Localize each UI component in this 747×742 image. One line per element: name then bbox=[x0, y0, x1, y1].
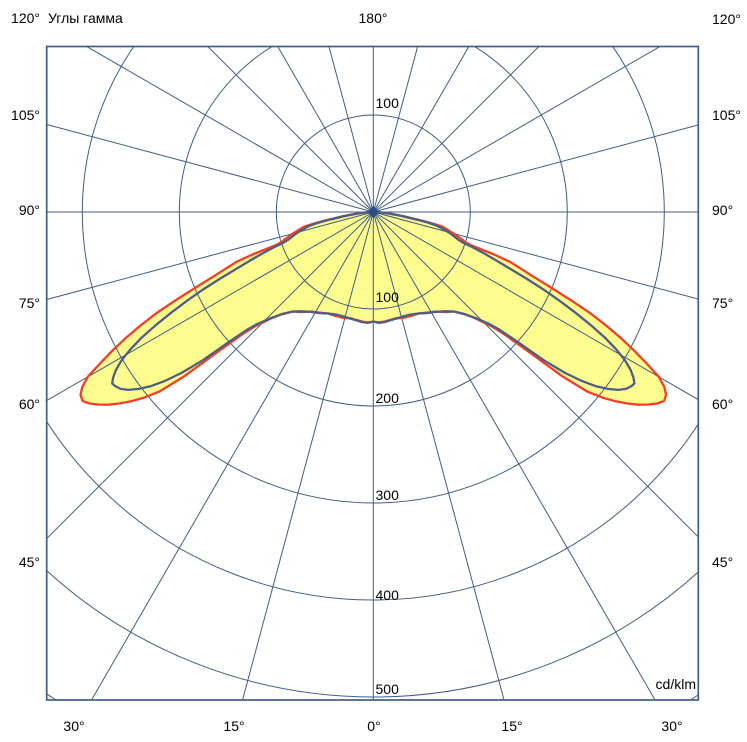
gamma-grid-spoke-240 bbox=[85, 46, 374, 213]
gamma-grid-spoke-45 bbox=[372, 211, 699, 538]
gamma-grid-spoke-225 bbox=[207, 46, 374, 213]
chart-title: Углы гамма bbox=[48, 10, 123, 26]
gamma-grid-spoke-195 bbox=[328, 46, 374, 213]
intensity-tick-label-2: 200 bbox=[375, 390, 399, 406]
photometric-curve-c90-c270 bbox=[111, 210, 636, 392]
gamma-label-right-2: 75° bbox=[712, 295, 734, 311]
gamma-label-bottom-4: 30° bbox=[661, 718, 683, 734]
intensity-tick-label-3: 300 bbox=[375, 487, 399, 503]
intensity-tick-label-0: 100 bbox=[375, 95, 399, 111]
gamma-label-bottom-1: 15° bbox=[223, 718, 245, 734]
gamma-grid-spoke-150 bbox=[372, 46, 470, 213]
gamma-label-right-3: 60° bbox=[712, 396, 734, 412]
corner-angle-label-top-left: 120° bbox=[11, 10, 40, 26]
gamma-grid-spoke-210 bbox=[277, 46, 374, 213]
gamma-grid-spoke-345 bbox=[242, 211, 374, 700]
gamma-grid-spoke-300 bbox=[46, 211, 374, 402]
gamma-grid-spoke-330 bbox=[90, 211, 374, 700]
gamma-grid-spoke-60 bbox=[373, 211, 699, 401]
gamma-label-bottom-2: 0° bbox=[367, 718, 381, 734]
gamma-grid-spoke-105 bbox=[373, 124, 699, 213]
unit-label: cd/klm bbox=[655, 675, 696, 692]
gamma-grid-spoke-120 bbox=[373, 46, 661, 213]
gamma-grid-spoke-135 bbox=[372, 46, 540, 213]
gamma-label-left-0: 105° bbox=[11, 107, 40, 123]
gamma-label-right-0: 105° bbox=[712, 107, 741, 123]
gamma-grid-spoke-75 bbox=[373, 211, 699, 300]
gamma-label-left-1: 90° bbox=[18, 202, 40, 218]
intensity-tick-label-4: 400 bbox=[375, 587, 399, 603]
gamma-grid-spoke-15 bbox=[372, 211, 505, 700]
gamma-label-bottom-0: 30° bbox=[63, 718, 85, 734]
gamma-label-right-1: 90° bbox=[712, 202, 734, 218]
intensity-tick-label-5: 500 bbox=[375, 681, 399, 697]
gamma-grid-spoke-165 bbox=[372, 46, 419, 213]
intensity-tick-label-1: 100 bbox=[375, 289, 399, 305]
gamma-label-right-4: 45° bbox=[712, 554, 734, 570]
gamma-grid-spoke-285 bbox=[46, 211, 374, 301]
gamma-grid-spoke-315 bbox=[46, 211, 374, 540]
gamma-label-left-2: 75° bbox=[18, 295, 40, 311]
plot-border bbox=[45, 45, 700, 701]
corner-angle-label-top-right: 120° bbox=[712, 11, 741, 27]
gamma-label-top-180: 180° bbox=[358, 9, 388, 26]
gamma-grid-spoke-255 bbox=[46, 123, 374, 213]
gamma-label-left-3: 60° bbox=[18, 396, 40, 412]
center-marker-icon bbox=[367, 206, 379, 218]
gamma-label-bottom-3: 15° bbox=[501, 718, 523, 734]
gamma-label-left-4: 45° bbox=[18, 554, 40, 570]
gamma-grid-spoke-30 bbox=[372, 211, 656, 700]
